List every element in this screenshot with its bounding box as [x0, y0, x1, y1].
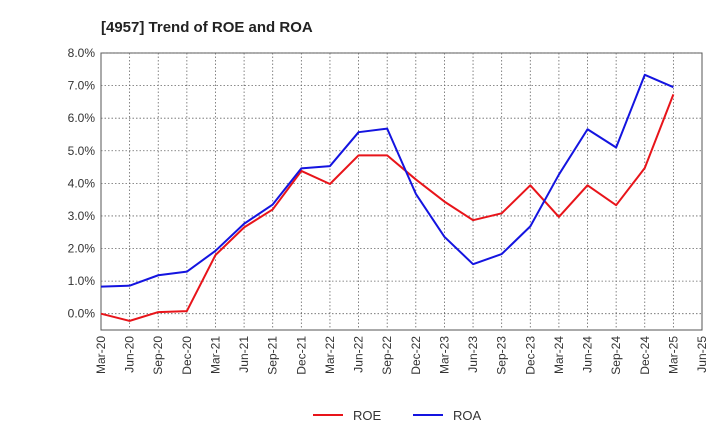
- x-tick-label: Jun-21: [237, 336, 251, 373]
- x-tick-label: Sep-24: [609, 336, 623, 375]
- y-tick-label: 2.0%: [68, 242, 96, 256]
- grid-lines: [101, 52, 702, 330]
- plot-area: [100, 52, 703, 331]
- x-tick-label: Mar-23: [437, 336, 451, 374]
- x-tick-label: Dec-23: [523, 336, 537, 375]
- x-tick-label: Dec-22: [409, 336, 423, 375]
- x-tick-label: Dec-21: [294, 336, 308, 375]
- chart-title: [4957] Trend of ROE and ROA: [101, 19, 313, 36]
- x-tick-label: Mar-25: [666, 336, 680, 374]
- x-tick-label: Mar-20: [94, 336, 108, 374]
- series-line-roe: [100, 94, 675, 322]
- y-tick-label: 5.0%: [68, 144, 96, 158]
- y-tick-label: 0.0%: [68, 307, 96, 321]
- y-axis: 0.0% 1.0% 2.0% 3.0% 4.0% 5.0% 6.0% 7.0% 8.0%: [68, 46, 96, 321]
- y-tick-label: 7.0%: [68, 79, 96, 93]
- x-tick-label: Mar-21: [208, 336, 222, 374]
- y-tick-label: 3.0%: [68, 209, 96, 223]
- x-tick-label: Sep-20: [151, 336, 165, 375]
- plot-frame: [100, 52, 703, 331]
- legend: ROE ROA: [313, 408, 482, 423]
- x-tick-label: Jun-22: [352, 336, 366, 373]
- x-tick-label: Sep-22: [380, 336, 394, 375]
- y-tick-label: 1.0%: [68, 274, 96, 288]
- y-tick-label: 4.0%: [68, 176, 96, 190]
- x-axis: Mar-20 Jun-20 Sep-20 Dec-20 Mar-21 Jun-21 Sep-…: [94, 336, 709, 375]
- x-tick-label: Mar-24: [552, 336, 566, 374]
- x-tick-label: Dec-20: [180, 336, 194, 375]
- y-tick-label: 6.0%: [68, 111, 96, 125]
- x-tick-label: Mar-22: [323, 336, 337, 374]
- x-tick-label: Sep-21: [266, 336, 280, 375]
- x-tick-label: Jun-23: [466, 336, 480, 373]
- series-lines: [100, 73, 675, 322]
- legend-label-roa: ROA: [453, 408, 482, 423]
- series-line-roa: [100, 73, 674, 288]
- x-tick-label: Jun-20: [123, 336, 137, 373]
- x-tick-label: Sep-23: [495, 336, 509, 375]
- x-tick-label: Dec-24: [638, 336, 652, 375]
- x-tick-label: Jun-25: [695, 336, 709, 373]
- x-tick-label: Jun-24: [581, 336, 595, 373]
- legend-label-roe: ROE: [353, 408, 382, 423]
- y-tick-label: 8.0%: [68, 46, 96, 60]
